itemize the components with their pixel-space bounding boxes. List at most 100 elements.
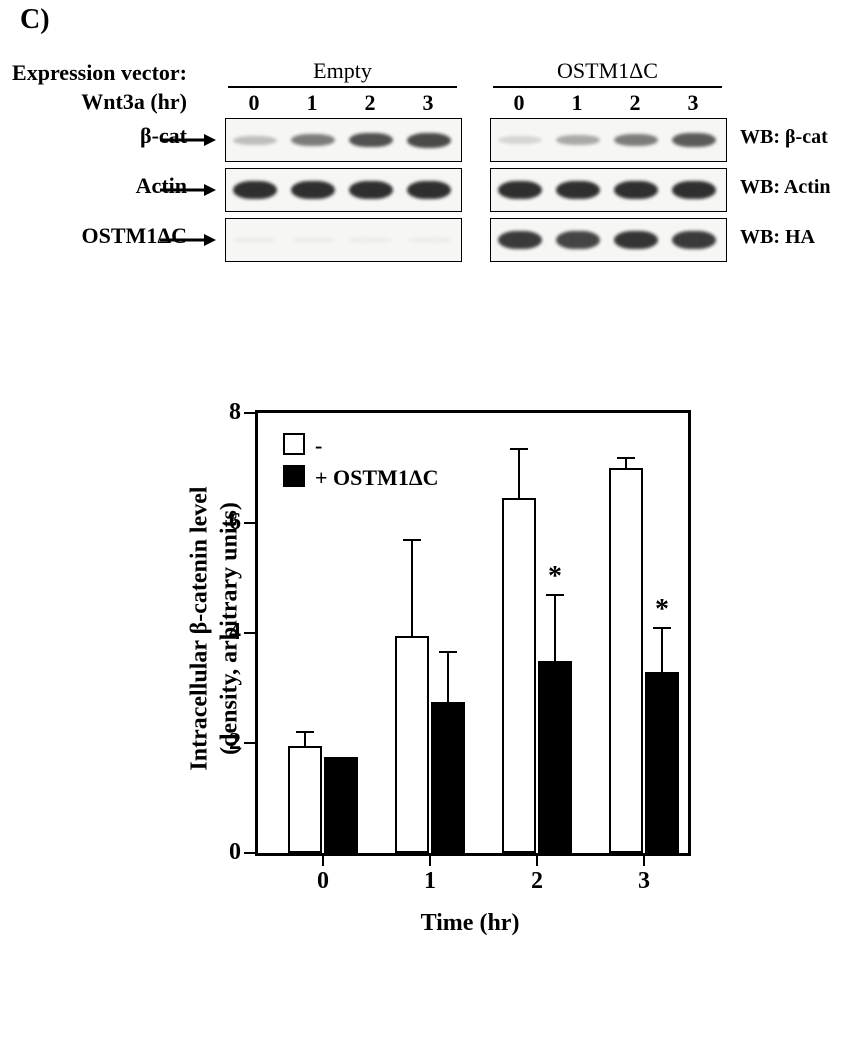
blot-box [490,118,727,162]
wb-lane-header: 3 [664,90,722,116]
bar [645,672,679,854]
wb-condition-empty: Empty [225,58,460,84]
bar [538,661,572,854]
x-tick-label: 2 [517,868,557,895]
wb-band [672,133,716,147]
error-bar [518,449,520,499]
x-tick-label: 3 [624,868,664,895]
x-tick-label: 1 [410,868,450,895]
wb-band [498,181,542,199]
wb-band [291,181,335,199]
y-tick [244,742,256,744]
significance-star: * [650,594,674,626]
wb-lane-header: 2 [341,90,399,116]
wb-lane-header: 1 [548,90,606,116]
y-tick-label: 4 [203,619,241,646]
legend-label-ostm1dc: + OSTM1ΔC [315,465,515,491]
wb-band [672,181,716,199]
wb-band [407,181,451,199]
error-cap [403,539,421,541]
error-bar [625,458,627,468]
wb-band [349,133,393,147]
wb-band [498,231,542,249]
bar [431,702,465,853]
blot-box [490,218,727,262]
western-blot-panel: Expression vector: Wnt3a (hr) Empty OSTM… [0,20,867,320]
wb-antibody-ha: WB: HA [740,226,860,249]
x-tick-label: 0 [303,868,343,895]
wb-band [349,181,393,199]
y-tick-label: 6 [203,509,241,536]
arrow-icon [158,180,218,200]
wb-band [672,231,716,249]
arrow-icon [158,130,218,150]
wb-band [556,231,600,249]
wb-band [556,181,600,199]
wb-band [407,133,451,148]
wb-band [556,135,600,145]
x-tick [322,854,324,866]
error-cap [296,731,314,733]
y-tick-label: 8 [203,399,241,426]
bar [395,636,429,853]
wb-band [233,181,277,199]
error-cap [510,448,528,450]
wb-band [291,237,335,243]
y-tick-label: 0 [203,839,241,866]
blot-box [225,168,462,212]
wb-band [614,181,658,199]
y-tick [244,852,256,854]
bar-chart: Intracellular β-catenin level (density, … [175,400,715,980]
wb-band [498,136,542,144]
x-tick [643,854,645,866]
wb-band [291,134,335,146]
error-cap [439,651,457,653]
wb-underline-ostm1dc [493,86,722,88]
legend-swatch-ostm1dc [283,465,305,487]
legend-swatch-minus [283,433,305,455]
wb-band [407,237,451,243]
error-bar [661,628,663,672]
wb-lane-header: 0 [490,90,548,116]
legend-entry-ostm1dc: + OSTM1ΔC [283,465,513,495]
plot-area: - + OSTM1ΔC 0246801*2*3 [255,410,691,856]
arrow-icon [158,230,218,250]
wb-lane-header: 1 [283,90,341,116]
bar [609,468,643,853]
bar [288,746,322,853]
y-tick-label: 2 [203,729,241,756]
wb-band [349,237,393,243]
wb-band [614,134,658,146]
y-tick [244,522,256,524]
error-bar [304,732,306,746]
significance-star: * [543,561,567,593]
wb-condition-ostm1dc: OSTM1ΔC [490,58,725,84]
legend-label-minus: - [315,433,515,459]
blot-box [225,218,462,262]
wb-antibody-actin: WB: Actin [740,176,860,199]
x-tick [429,854,431,866]
y-tick [244,632,256,634]
error-bar [411,540,413,636]
wb-lane-header: 2 [606,90,664,116]
error-cap [653,627,671,629]
wb-antibody-bcat: WB: β-cat [740,126,860,149]
wb-time-header: Wnt3a (hr) [0,89,187,115]
legend-entry-minus: - [283,433,513,463]
error-cap [546,594,564,596]
wb-lane-header: 3 [399,90,457,116]
wb-band [614,231,658,249]
bar [502,498,536,853]
error-bar [554,595,556,661]
wb-band [233,237,277,243]
error-bar [447,652,449,702]
y-tick [244,412,256,414]
wb-underline-empty [228,86,457,88]
blot-box [225,118,462,162]
x-tick [536,854,538,866]
wb-lane-header: 0 [225,90,283,116]
wb-expression-vector-label: Expression vector: [0,60,187,86]
error-cap [617,457,635,459]
bar [324,757,358,853]
x-axis-title: Time (hr) [255,910,685,937]
